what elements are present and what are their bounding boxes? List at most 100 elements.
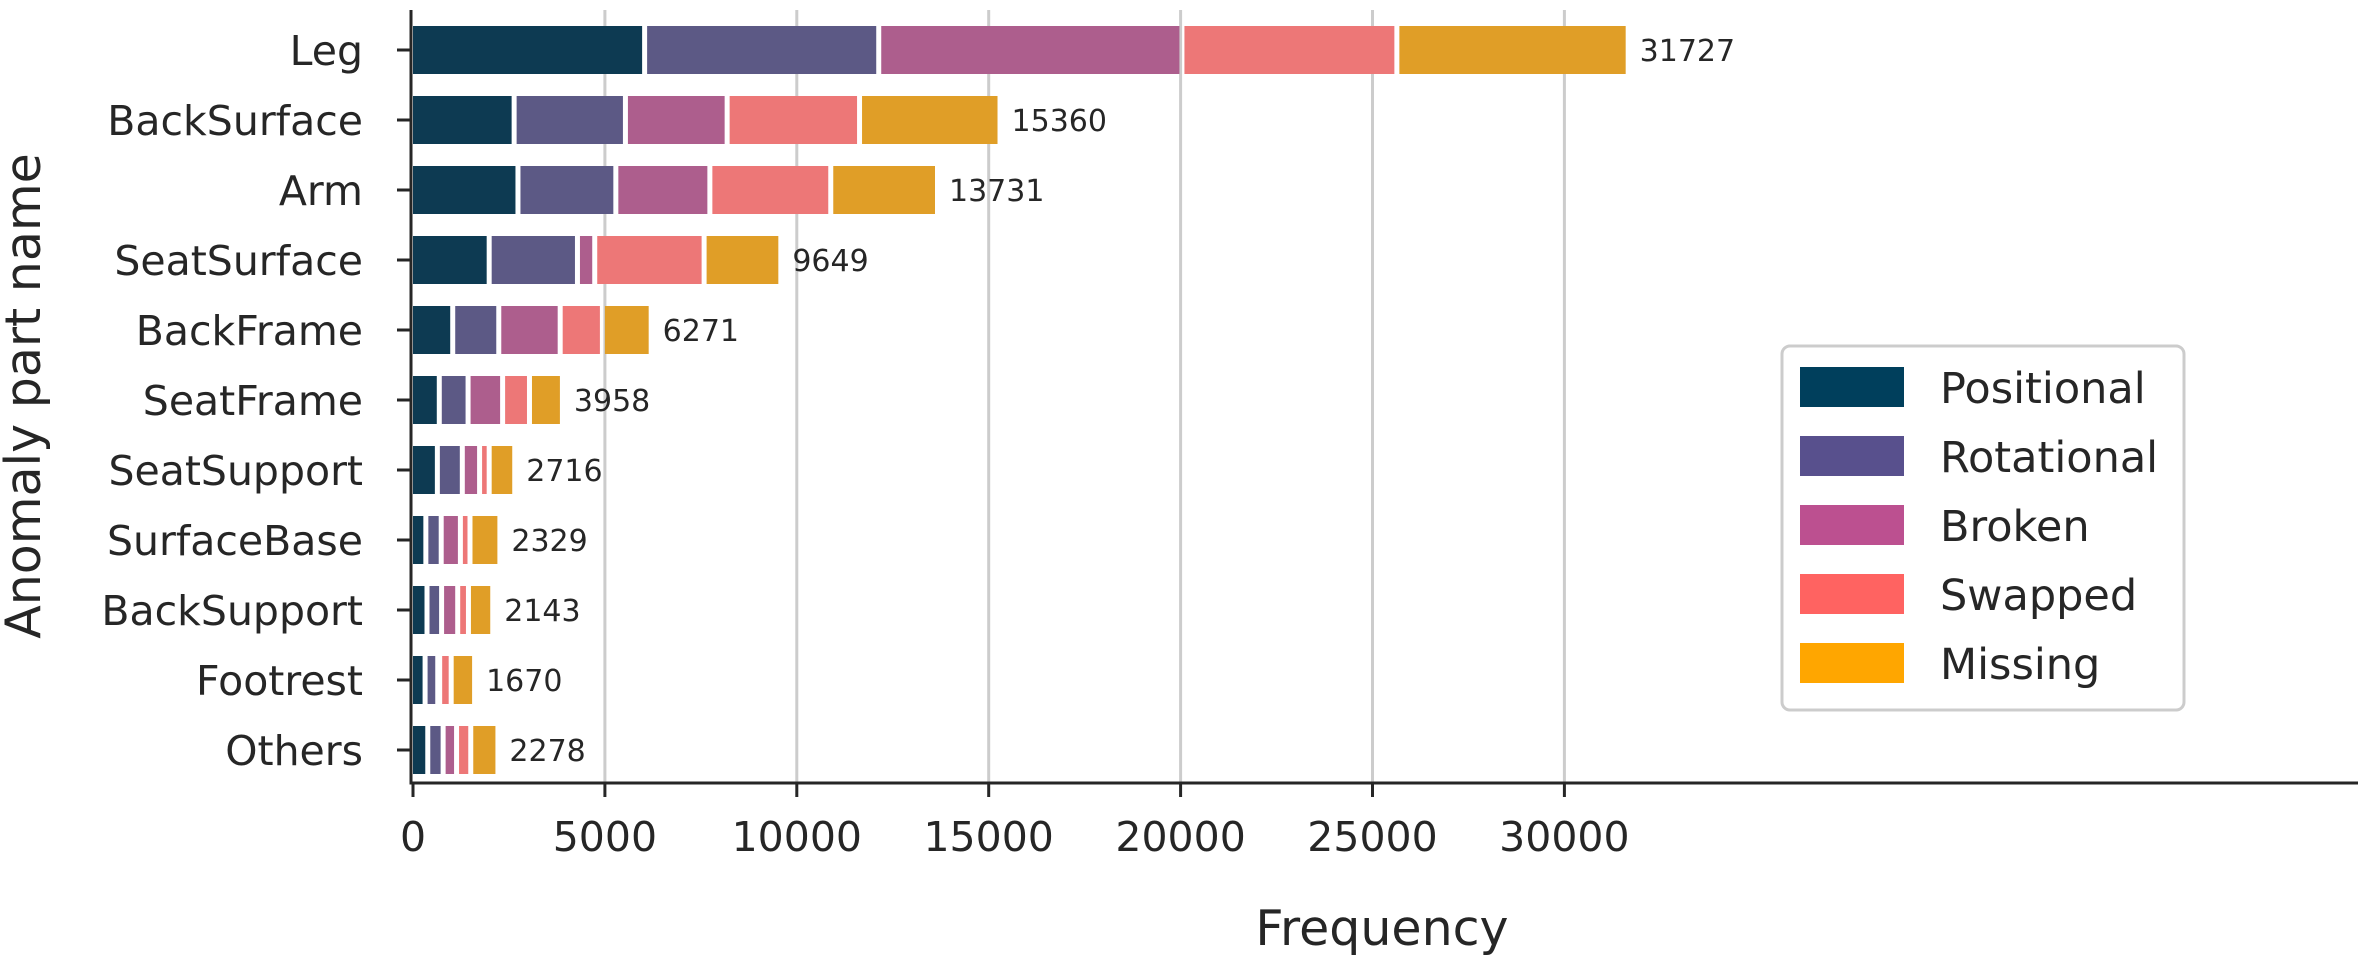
bar-segment (460, 586, 466, 634)
x-tick-label: 10000 (732, 813, 862, 861)
bar-segment (464, 446, 478, 494)
x-tick-label: 30000 (1499, 813, 1629, 861)
x-tick-label: 25000 (1307, 813, 1437, 861)
bar-segment (413, 306, 451, 354)
x-tick-label: 20000 (1115, 813, 1245, 861)
bar-segment (579, 236, 593, 284)
legend-label: Rotational (1940, 433, 2158, 483)
bar-segment (862, 96, 998, 144)
bar-segment (729, 96, 858, 144)
bar-total-label: 2278 (509, 734, 585, 769)
y-tick-label: BackSupport (101, 587, 363, 635)
legend-swatch (1800, 574, 1904, 614)
y-tick-label: BackSurface (107, 97, 363, 145)
bar-segment (470, 376, 501, 424)
bar-segment (442, 656, 449, 704)
x-tick-label: 0 (400, 813, 426, 861)
bar-total-label: 2716 (526, 454, 602, 489)
legend-swatch (1800, 643, 1904, 683)
bar-total-label: 2143 (504, 594, 580, 629)
bar-segment (520, 166, 614, 214)
y-axis-title: Anomaly part name (0, 153, 52, 639)
legend-swatch (1800, 367, 1904, 407)
bar-segment (712, 166, 829, 214)
bar-segment (473, 726, 496, 774)
bar-segment (413, 656, 423, 704)
y-tick-label: SeatFrame (143, 377, 363, 425)
bar-segment (413, 516, 424, 564)
bar-segment (430, 726, 441, 774)
bar-segment (459, 726, 469, 774)
data-labels: 31727 15360 13731 9649 6271 3958 2716 2329 2143 1… (486, 34, 1735, 769)
bar-segment (1399, 26, 1626, 74)
bar-segment (627, 96, 725, 144)
bar-segment (647, 26, 877, 74)
bar-segment (618, 166, 708, 214)
bar-segment (439, 446, 460, 494)
bar-segment (516, 96, 623, 144)
bar-segment (413, 586, 425, 634)
legend-label: Broken (1940, 502, 2090, 552)
bar-total-label: 15360 (1012, 104, 1107, 139)
bar-total-label: 31727 (1640, 34, 1735, 69)
bar-segment (413, 166, 516, 214)
bar-segment (427, 656, 436, 704)
bar-segment (462, 516, 468, 564)
bar-total-label: 2329 (511, 524, 587, 559)
legend: Positional Rotational Broken Swapped Missing (1780, 344, 2186, 712)
bar-segment (444, 586, 456, 634)
y-tick-label: SurfaceBase (107, 517, 363, 565)
bar-segment (441, 376, 466, 424)
bar-segment (413, 446, 435, 494)
bar-segment (881, 26, 1180, 74)
bars (413, 26, 1626, 774)
bar-segment (445, 726, 455, 774)
bar-segment (428, 516, 439, 564)
bar-total-label: 9649 (792, 244, 868, 279)
y-tick-label: BackFrame (136, 307, 363, 355)
bar-segment (413, 236, 487, 284)
legend-swatch (1800, 436, 1904, 476)
bar-segment (470, 586, 491, 634)
axes: Leg BackSurface Arm SeatSurface BackFrame Sea… (101, 10, 2358, 861)
bar-segment (833, 166, 935, 214)
bar-segment (604, 306, 649, 354)
legend-label: Missing (1940, 640, 2100, 690)
y-tick-label: Leg (290, 27, 363, 75)
bar-segment (597, 236, 702, 284)
bar-total-label: 1670 (486, 664, 562, 699)
bar-segment (491, 236, 575, 284)
bar-segment (501, 306, 558, 354)
legend-label: Swapped (1940, 571, 2137, 621)
bar-segment (443, 516, 458, 564)
bar-segment (1184, 26, 1395, 74)
x-axis-title: Frequency (1255, 900, 1508, 957)
y-tick-label: Others (225, 727, 363, 775)
bar-segment (562, 306, 600, 354)
bar-segment (455, 306, 497, 354)
y-tick-label: Arm (279, 167, 363, 215)
y-tick-label: SeatSurface (114, 237, 363, 285)
x-tick-label: 15000 (923, 813, 1053, 861)
bar-segment (482, 446, 487, 494)
bar-segment (413, 96, 512, 144)
bar-segment (505, 376, 527, 424)
bar-segment (453, 656, 473, 704)
bar-segment (531, 376, 560, 424)
y-tick-label: Footrest (196, 657, 363, 705)
bar-total-label: 13731 (949, 174, 1044, 209)
bar-segment (413, 26, 643, 74)
bar-total-label: 6271 (663, 314, 739, 349)
bar-segment (472, 516, 498, 564)
bar-segment (491, 446, 513, 494)
x-tick-label: 5000 (553, 813, 657, 861)
bar-segment (429, 586, 440, 634)
bar-segment (706, 236, 779, 284)
legend-label: Positional (1940, 364, 2146, 414)
y-tick-label: SeatSupport (108, 447, 363, 495)
bar-segment (413, 376, 437, 424)
legend-swatch (1800, 505, 1904, 545)
bar-segment (413, 726, 426, 774)
